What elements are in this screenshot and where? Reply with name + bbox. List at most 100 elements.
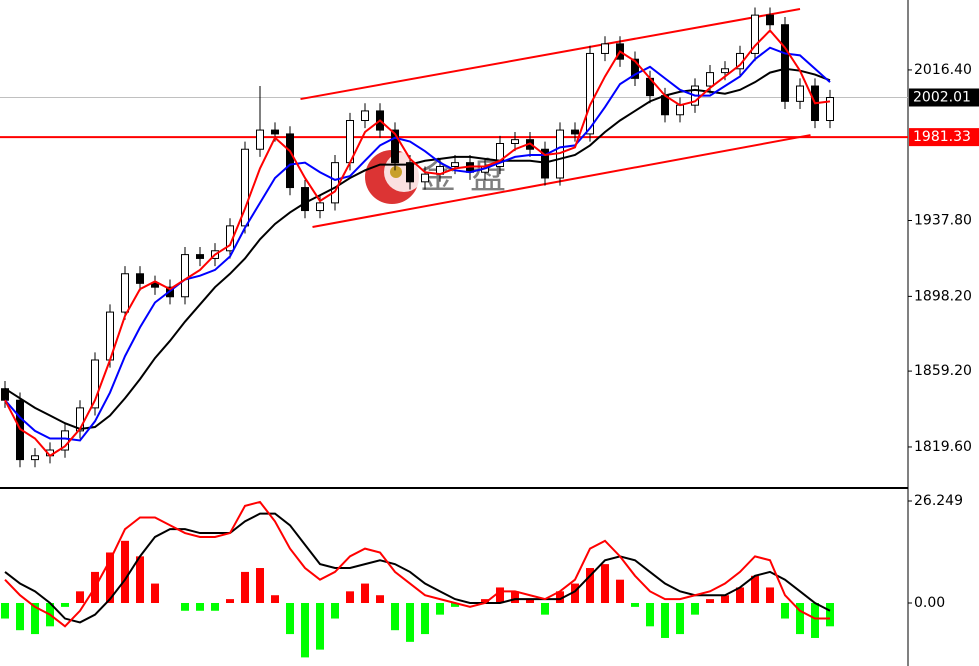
candle-body (676, 104, 684, 116)
histogram-bar (271, 595, 279, 603)
candle-body (721, 68, 729, 74)
histogram-bar (766, 587, 774, 603)
histogram-bar (136, 556, 144, 603)
histogram-bar (496, 587, 504, 603)
histogram-bar (16, 602, 24, 631)
histogram-bar (241, 571, 249, 603)
histogram-bar (211, 602, 219, 611)
histogram-bar (346, 591, 354, 603)
histogram-bar (511, 591, 519, 603)
candle-body (361, 110, 369, 122)
histogram-bar (661, 602, 669, 638)
y-tick-label: 0.00 (914, 595, 945, 611)
histogram-bar (796, 602, 804, 635)
histogram-bar (436, 602, 444, 615)
histogram-bar (601, 564, 609, 603)
candle-body (586, 52, 594, 135)
histogram-bar (391, 602, 399, 631)
histogram-bar (286, 602, 294, 635)
histogram-bar (331, 602, 339, 619)
candle-body (91, 359, 99, 409)
price-label: 2002.01 (913, 89, 971, 105)
histogram-bar (406, 602, 414, 642)
candle-body (451, 162, 459, 167)
histogram-bar (586, 568, 594, 603)
indicator-line (4, 512, 831, 624)
candle-body (301, 187, 309, 212)
indicator-line (4, 67, 831, 430)
candle-body (421, 173, 429, 183)
candle-body (136, 273, 144, 284)
candle-body (706, 72, 714, 87)
histogram-bar (691, 602, 699, 615)
y-tick-label: 1937.80 (914, 213, 972, 229)
candle-body (76, 407, 84, 432)
histogram-bar (256, 568, 264, 603)
candle-body (196, 254, 204, 259)
channel-line (312, 134, 811, 229)
histogram-bar (736, 587, 744, 603)
histogram-bar (1, 602, 9, 619)
histogram-bar (811, 602, 819, 638)
candle-body (826, 97, 834, 122)
candle-body (796, 85, 804, 102)
histogram-bar (616, 579, 624, 603)
candle-body (391, 129, 399, 164)
histogram-bar (826, 602, 834, 627)
histogram-bar (106, 552, 114, 603)
candle-body (661, 95, 669, 116)
histogram-bar (61, 602, 69, 607)
watermark-dot (390, 166, 402, 178)
indicator-line (4, 500, 830, 628)
histogram-bar (76, 591, 84, 603)
y-tick-label: 1819.60 (914, 439, 972, 455)
histogram-bar (226, 599, 234, 603)
price-label: 1981.33 (913, 129, 971, 145)
histogram-bar (451, 602, 459, 607)
candle-body (331, 162, 339, 204)
candle-body (601, 43, 609, 54)
histogram-bar (706, 599, 714, 603)
y-tick-label: 26.249 (914, 493, 963, 509)
candle-body (61, 430, 69, 451)
histogram-bar (751, 575, 759, 603)
candle-body (751, 14, 759, 54)
histogram-bar (361, 583, 369, 603)
price-label-box (909, 88, 979, 107)
histogram-bar (556, 591, 564, 603)
candle-body (151, 282, 159, 288)
price-label-box (909, 128, 979, 147)
histogram-bar (541, 602, 549, 615)
candle-body (181, 254, 189, 298)
candle-body (31, 455, 39, 461)
histogram-bar (181, 602, 189, 611)
candle-body (766, 14, 774, 26)
histogram-bar (316, 602, 324, 650)
histogram-bar (631, 602, 639, 607)
histogram-bar (481, 599, 489, 603)
histogram-bar (376, 595, 384, 603)
y-tick-label: 1898.20 (914, 288, 972, 304)
histogram-bar (301, 602, 309, 658)
candle-body (256, 129, 264, 150)
candle-body (496, 142, 504, 167)
candle-body (631, 58, 639, 79)
histogram-bar (781, 602, 789, 619)
histogram-bar (646, 602, 654, 627)
histogram-bar (151, 583, 159, 603)
histogram-bar (571, 583, 579, 603)
histogram-bar (121, 540, 129, 603)
indicator-line (4, 28, 831, 458)
watermark: 金盘 (420, 156, 520, 197)
channel-line (300, 8, 801, 101)
candle-body (571, 129, 579, 135)
candle-body (286, 133, 294, 189)
y-tick-label: 1859.20 (914, 363, 972, 379)
y-tick-label: 2016.40 (914, 62, 972, 78)
histogram-bar (676, 602, 684, 635)
candle-body (511, 139, 519, 144)
indicator-line (4, 46, 831, 442)
candle-body (271, 129, 279, 135)
histogram-bar (31, 602, 39, 635)
